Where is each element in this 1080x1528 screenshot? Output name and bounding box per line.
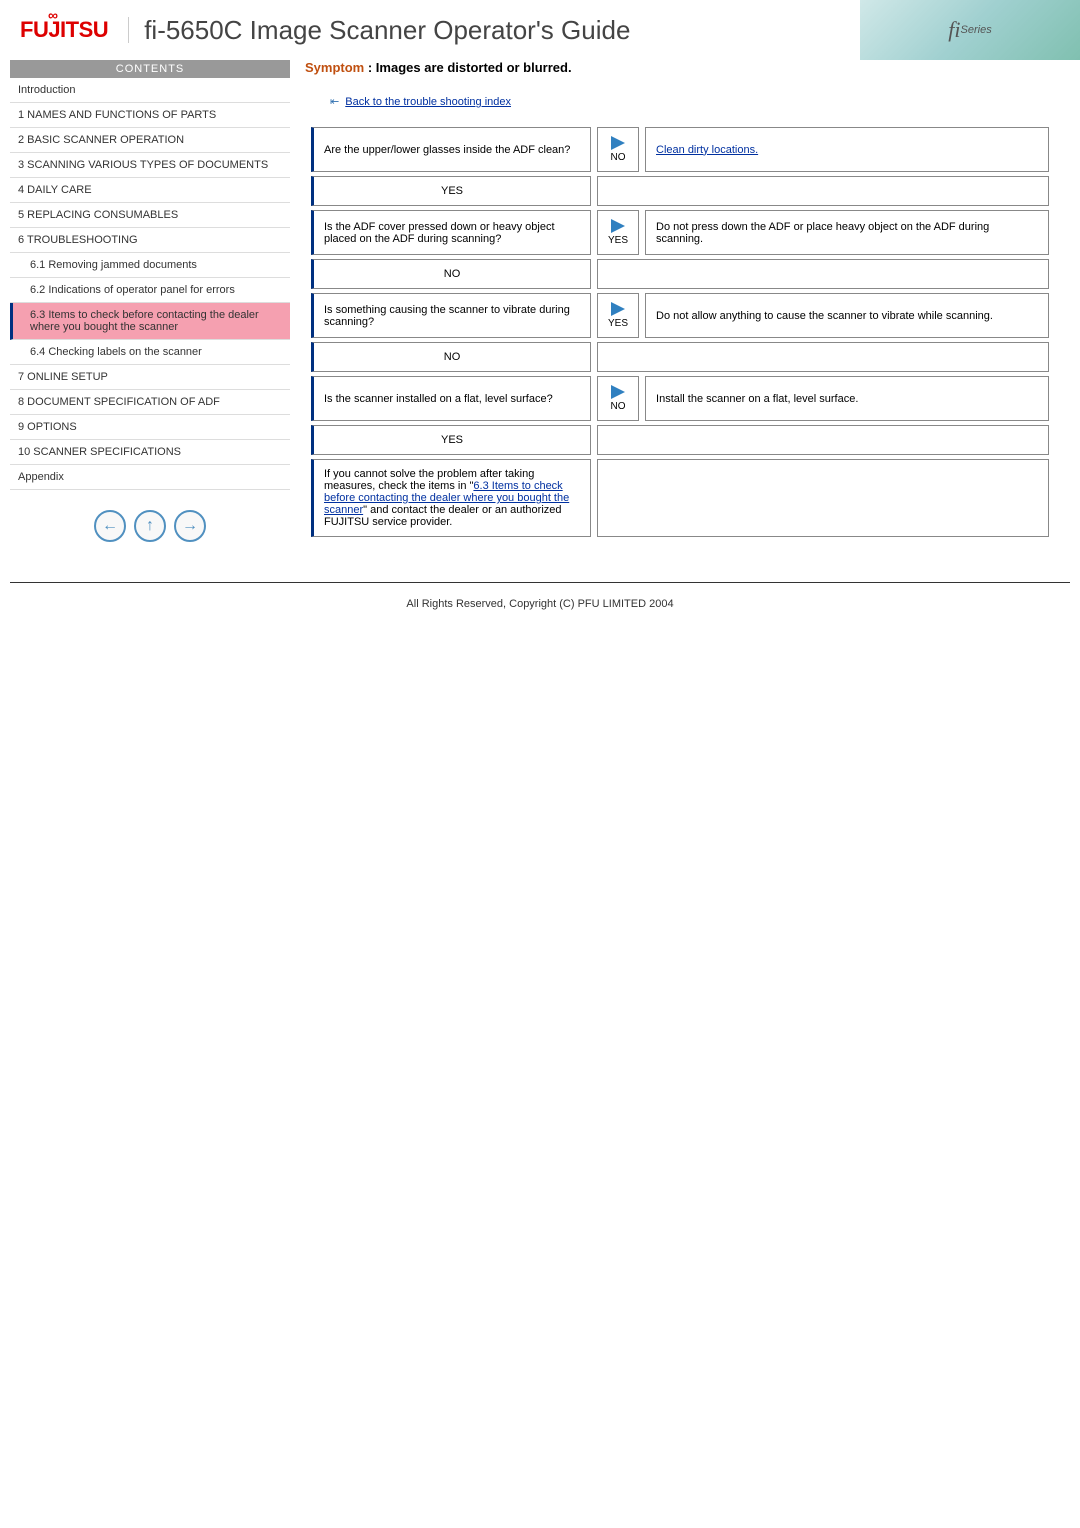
- toc-item[interactable]: 4 DAILY CARE: [10, 178, 290, 203]
- back-link-row: ⇤ Back to the trouble shooting index: [305, 95, 1055, 108]
- arrow-cell: YES: [597, 293, 639, 338]
- nav-next-button[interactable]: →: [174, 510, 206, 542]
- follow-cell: YES: [311, 425, 591, 455]
- nav-prev-button[interactable]: ←: [94, 510, 126, 542]
- empty-cell: [597, 459, 1049, 537]
- empty-cell: [597, 176, 1049, 206]
- symptom-text: : Images are distorted or blurred.: [368, 60, 572, 75]
- arrow-cell: NO: [597, 376, 639, 421]
- nav-buttons: ← ↑ →: [10, 490, 290, 562]
- question-cell: Is something causing the scanner to vibr…: [311, 293, 591, 338]
- arrow-right-icon: [611, 219, 625, 233]
- arrow-right-icon: [611, 385, 625, 399]
- toc-item[interactable]: 7 ONLINE SETUP: [10, 365, 290, 390]
- arrow-label: NO: [608, 152, 628, 163]
- answer-cell: Do not allow anything to cause the scann…: [645, 293, 1049, 338]
- question-cell: Is the scanner installed on a flat, leve…: [311, 376, 591, 421]
- contents-header: CONTENTS: [10, 60, 290, 78]
- arrow-cell: YES: [597, 210, 639, 255]
- question-cell: Are the upper/lower glasses inside the A…: [311, 127, 591, 172]
- follow-cell: NO: [311, 342, 591, 372]
- answer-cell: Clean dirty locations.: [645, 127, 1049, 172]
- answer-link[interactable]: Clean dirty locations.: [656, 144, 758, 156]
- arrow-label: YES: [608, 318, 628, 329]
- toc-item[interactable]: 6.4 Checking labels on the scanner: [10, 340, 290, 365]
- back-link[interactable]: Back to the trouble shooting index: [345, 96, 511, 108]
- nav-up-button[interactable]: ↑: [134, 510, 166, 542]
- toc-item[interactable]: 10 SCANNER SPECIFICATIONS: [10, 440, 290, 465]
- toc-item[interactable]: 6.3 Items to check before contacting the…: [10, 303, 290, 340]
- toc-item[interactable]: 5 REPLACING CONSUMABLES: [10, 203, 290, 228]
- toc-item[interactable]: 1 NAMES AND FUNCTIONS OF PARTS: [10, 103, 290, 128]
- footer: All Rights Reserved, Copyright (C) PFU L…: [10, 582, 1070, 625]
- toc-item[interactable]: 8 DOCUMENT SPECIFICATION OF ADF: [10, 390, 290, 415]
- toc-item[interactable]: 9 OPTIONS: [10, 415, 290, 440]
- arrow-cell: NO: [597, 127, 639, 172]
- sidebar: CONTENTS Introduction1 NAMES AND FUNCTIO…: [10, 60, 290, 562]
- follow-cell: NO: [311, 259, 591, 289]
- toc-item[interactable]: 6.1 Removing jammed documents: [10, 253, 290, 278]
- page-title: fi-5650C Image Scanner Operator's Guide: [144, 15, 630, 46]
- toc-item[interactable]: Appendix: [10, 465, 290, 490]
- toc-item[interactable]: 3 SCANNING VARIOUS TYPES OF DOCUMENTS: [10, 153, 290, 178]
- main-layout: CONTENTS Introduction1 NAMES AND FUNCTIO…: [0, 60, 1080, 562]
- symptom-label: Symptom: [305, 60, 364, 75]
- arrow-right-icon: [611, 136, 625, 150]
- content-area: Symptom : Images are distorted or blurre…: [290, 60, 1070, 562]
- toc-item[interactable]: 2 BASIC SCANNER OPERATION: [10, 128, 290, 153]
- toc-item[interactable]: Introduction: [10, 78, 290, 103]
- page-header: FUJITSU fi-5650C Image Scanner Operator'…: [0, 0, 1080, 60]
- toc-list: Introduction1 NAMES AND FUNCTIONS OF PAR…: [10, 78, 290, 490]
- arrow-label: NO: [608, 401, 628, 412]
- question-cell: Is the ADF cover pressed down or heavy o…: [311, 210, 591, 255]
- series-fi: fi: [948, 17, 960, 43]
- final-cell: If you cannot solve the problem after ta…: [311, 459, 591, 537]
- follow-cell: YES: [311, 176, 591, 206]
- toc-item[interactable]: 6.2 Indications of operator panel for er…: [10, 278, 290, 303]
- empty-cell: [597, 259, 1049, 289]
- back-arrow-icon: ⇤: [330, 96, 339, 108]
- symptom-heading: Symptom : Images are distorted or blurre…: [305, 60, 1055, 75]
- answer-cell: Do not press down the ADF or place heavy…: [645, 210, 1049, 255]
- troubleshoot-flow-table: Are the upper/lower glasses inside the A…: [305, 123, 1055, 541]
- toc-item[interactable]: 6 TROUBLESHOOTING: [10, 228, 290, 253]
- series-badge: fi Series: [860, 0, 1080, 60]
- empty-cell: [597, 425, 1049, 455]
- arrow-right-icon: [611, 302, 625, 316]
- empty-cell: [597, 342, 1049, 372]
- fujitsu-logo: FUJITSU: [20, 17, 129, 43]
- answer-cell: Install the scanner on a flat, level sur…: [645, 376, 1049, 421]
- series-text: Series: [961, 24, 992, 36]
- arrow-label: YES: [608, 235, 628, 246]
